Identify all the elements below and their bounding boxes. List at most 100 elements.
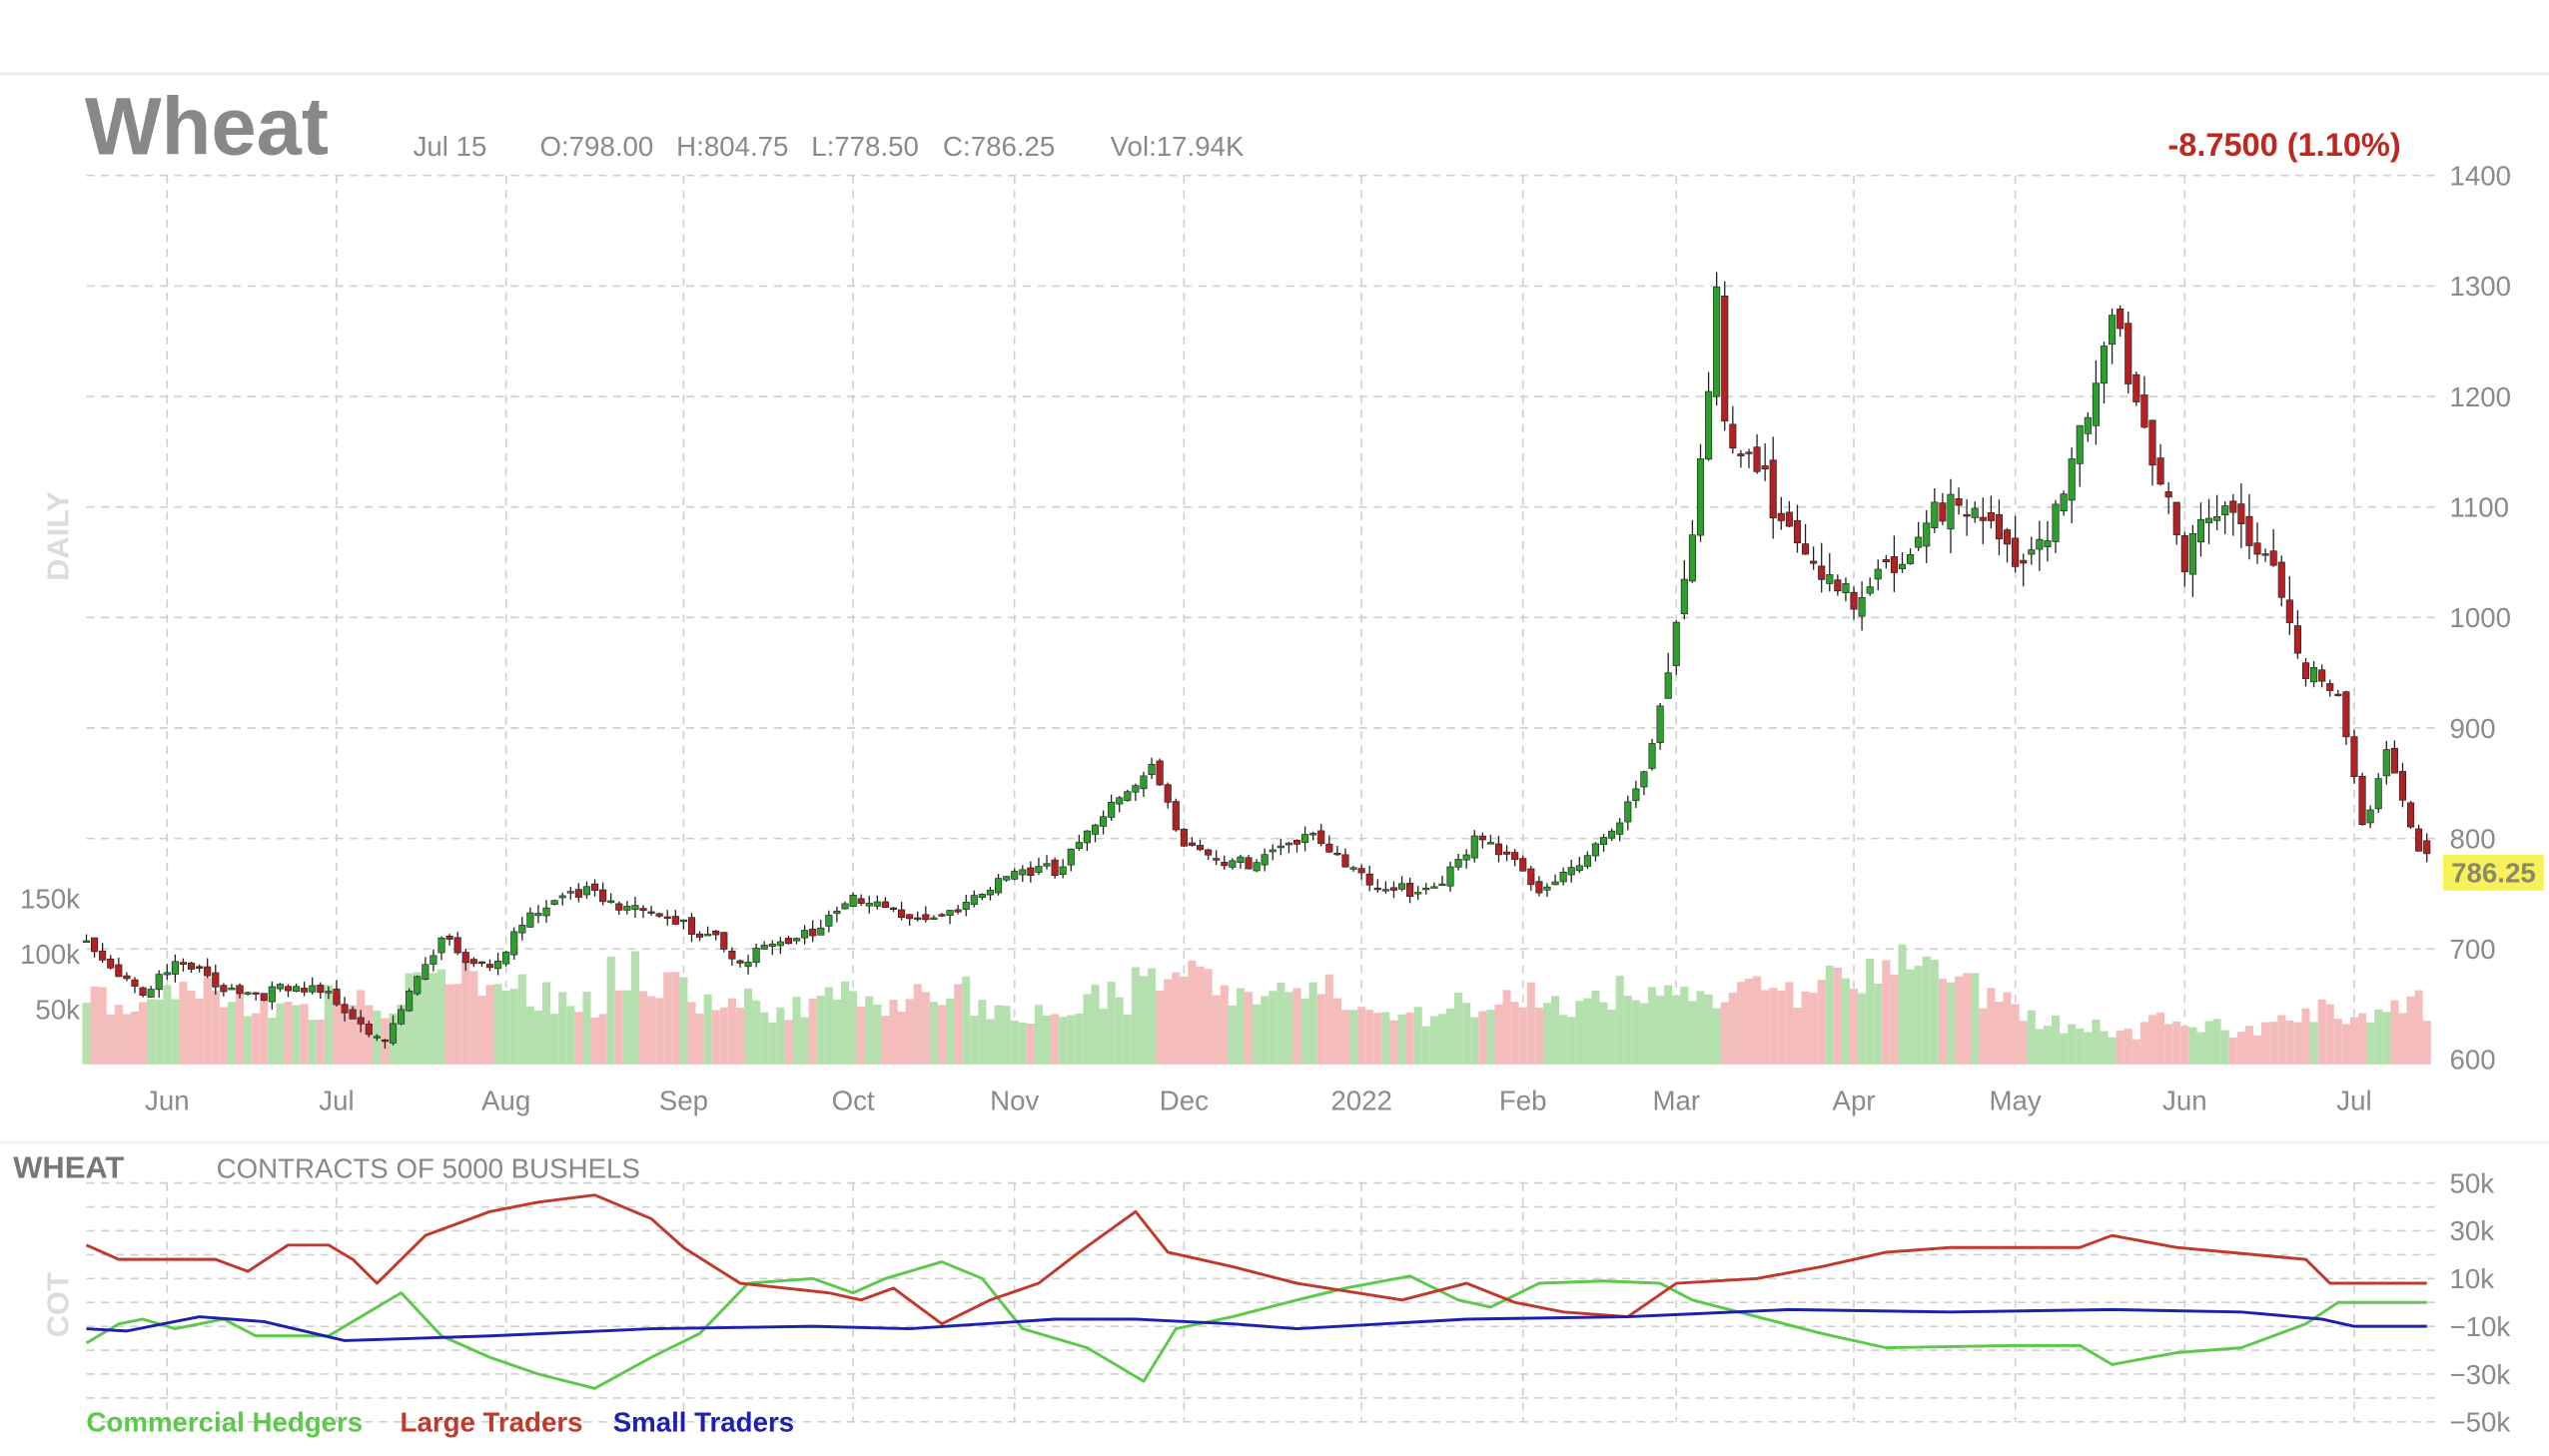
volume-bar: [590, 1017, 599, 1065]
candle-up: [147, 989, 155, 998]
candle-down: [2229, 500, 2237, 513]
candle-down: [809, 928, 817, 937]
volume-bar: [1131, 967, 1140, 1065]
volume-bar: [2051, 1015, 2061, 1065]
candle-up: [171, 961, 179, 975]
candle-down: [1955, 498, 1963, 506]
volume-bar: [2027, 1010, 2036, 1065]
candle-down: [461, 952, 469, 964]
candle-down: [2342, 691, 2350, 738]
candle-down: [1979, 516, 1987, 521]
candle-down: [252, 992, 260, 995]
candle-down: [1373, 887, 1381, 891]
volume-bar: [203, 978, 212, 1065]
volume-bar: [276, 1003, 285, 1065]
volume-bar: [2422, 1021, 2431, 1065]
candle-up: [582, 886, 591, 896]
volume-bar: [211, 991, 220, 1065]
volume-axis: 50k 100k 150k: [20, 884, 80, 1026]
volume-bar: [994, 1005, 1003, 1065]
last-price-value: 786.25: [2451, 858, 2536, 889]
volume-bar: [461, 961, 470, 1065]
candle-up: [623, 906, 631, 911]
volume-bar: [517, 974, 526, 1065]
month-tick-label: Apr: [1833, 1085, 1876, 1115]
candle-up: [268, 986, 276, 1003]
volume-bar: [349, 1005, 358, 1065]
cot-legend: Commercial Hedgers Large Traders Small T…: [86, 1407, 794, 1438]
candle-up: [1349, 867, 1357, 870]
month-tick-label: Oct: [832, 1085, 875, 1115]
volume-bar: [1979, 1008, 1988, 1065]
candle-down: [485, 964, 494, 969]
volume-bar: [1534, 1008, 1543, 1065]
candle-up: [2028, 549, 2036, 555]
candle-down: [115, 964, 123, 978]
candle-up: [422, 964, 429, 980]
volume-bar: [227, 1002, 236, 1065]
volume-bar: [1890, 975, 1899, 1065]
volume-bar: [558, 992, 567, 1065]
volume-bar: [2382, 1012, 2391, 1065]
candle-down: [445, 936, 453, 940]
volume-bar: [1559, 1015, 1568, 1065]
candle-down: [1850, 591, 1858, 610]
legend-large-traders[interactable]: Large Traders: [401, 1407, 583, 1438]
candle-down: [784, 938, 793, 945]
candle-up: [2196, 518, 2205, 543]
candle-up: [414, 976, 422, 995]
candle-down: [647, 911, 655, 914]
volume-bar: [493, 984, 502, 1065]
candle-up: [1907, 554, 1915, 564]
volume-bar: [986, 1019, 995, 1065]
volume-bar: [2301, 1008, 2310, 1065]
volume-bar: [1381, 1012, 1390, 1065]
volume-bar: [1809, 993, 1818, 1065]
volume-bar: [2116, 1031, 2124, 1065]
volume-bar: [1300, 999, 1309, 1065]
candle-down: [906, 914, 914, 920]
month-tick-label: Jul: [319, 1085, 354, 1115]
candle-down: [2117, 309, 2124, 330]
candle-up: [873, 901, 881, 907]
candle-down: [857, 898, 865, 905]
month-axis: Jun Jul Aug Sep Oct Nov Dec 2022 Feb Mar Apr May Jun…: [145, 1085, 2372, 1115]
candle-up: [309, 985, 317, 993]
legend-small-traders[interactable]: Small Traders: [613, 1407, 794, 1438]
candle-up: [1559, 871, 1567, 883]
volume-bar: [1164, 979, 1173, 1065]
volume-bar: [2180, 1026, 2189, 1065]
candle-down: [2406, 802, 2415, 828]
candle-down: [2415, 828, 2423, 852]
candle-up: [1301, 834, 1309, 844]
volume-bar: [1801, 991, 1810, 1065]
volume-bar: [1340, 1010, 1350, 1065]
price-tick-label: 1400: [2449, 161, 2511, 192]
volume-bar: [655, 998, 664, 1065]
candle-down: [2318, 669, 2326, 682]
candle-down: [889, 907, 898, 911]
candle-up: [768, 943, 776, 947]
volume-bar: [195, 998, 204, 1065]
candle-up: [1616, 822, 1624, 835]
candle-down: [341, 1004, 349, 1014]
candle-down: [687, 917, 696, 935]
volume-bar: [598, 1014, 607, 1065]
candle-up: [2036, 538, 2044, 550]
candle-down: [1196, 845, 1205, 851]
volume-bar: [1664, 985, 1673, 1065]
volume-bar: [865, 996, 874, 1065]
legend-commercial-hedgers[interactable]: Commercial Hedgers: [86, 1407, 363, 1438]
volume-bar: [501, 990, 510, 1065]
candle-down: [2334, 693, 2342, 697]
volume-bar: [1930, 960, 1939, 1065]
volume-bar: [1696, 991, 1705, 1065]
candle-down: [381, 1039, 390, 1043]
candle-up: [526, 912, 534, 928]
candle-up: [841, 903, 849, 910]
volume-bar: [711, 1010, 720, 1065]
volume-bar: [2003, 992, 2012, 1065]
month-tick-label: Jun: [145, 1085, 190, 1115]
month-tick-label: Nov: [990, 1085, 1039, 1115]
candle-down: [574, 889, 582, 898]
